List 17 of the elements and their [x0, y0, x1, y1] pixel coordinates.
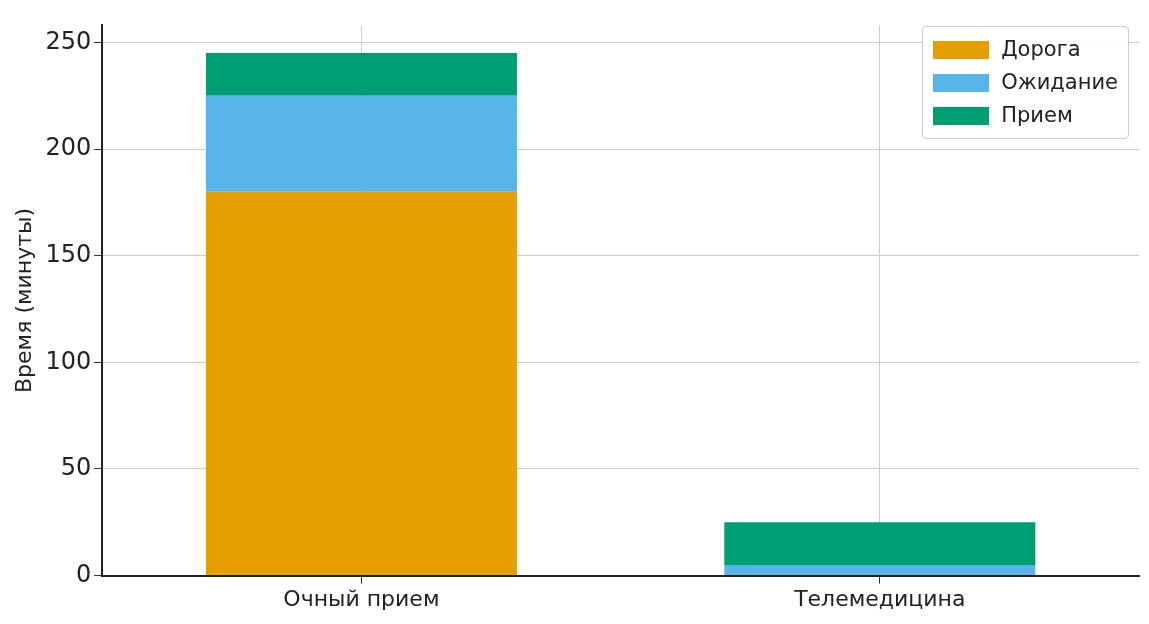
bar — [724, 522, 1036, 565]
legend-label: Дорога — [1001, 36, 1081, 63]
x-tick-label: Очный прием — [283, 585, 440, 611]
y-tick-label: 50 — [60, 453, 92, 482]
y-tick-label: 150 — [45, 239, 92, 268]
y-tick-label: 250 — [45, 26, 92, 55]
bar — [205, 191, 517, 576]
bar — [724, 564, 1036, 576]
y-tick-label: 200 — [45, 133, 92, 162]
y-tick-label: 100 — [45, 346, 92, 375]
bar — [205, 95, 517, 192]
legend-label: Прием — [1001, 102, 1073, 129]
y-axis-title: Время (минуты) — [10, 207, 36, 394]
y-tick-label: 0 — [75, 559, 92, 588]
x-tick-label: Телемедицина — [793, 585, 966, 611]
bar — [205, 53, 517, 96]
legend-label: Ожидание — [1001, 69, 1118, 96]
